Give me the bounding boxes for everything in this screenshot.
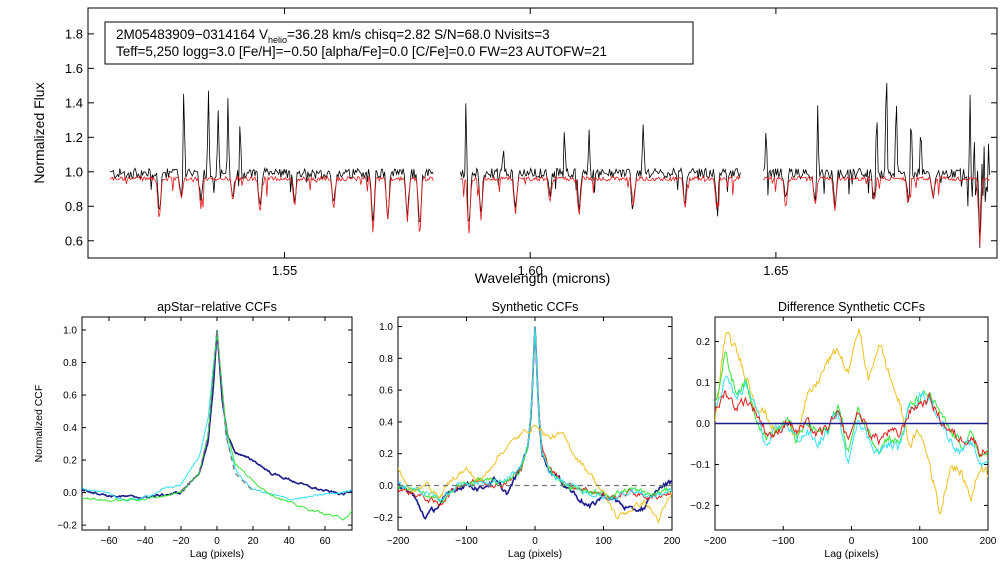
y-tick-label: 0.0 (63, 488, 77, 499)
y-tick-label: 0.8 (65, 199, 83, 214)
y-tick-label: 1.4 (65, 95, 83, 110)
header-part: 2M05483909−0314164 V (116, 27, 268, 42)
series-line-cyan (82, 329, 352, 502)
x-tick-label: −20 (173, 536, 190, 547)
panel-title: Synthetic CCFs (492, 300, 579, 314)
series-line-red (715, 390, 988, 458)
y-tick-label: 0.0 (379, 481, 393, 492)
y-tick-label: 0.0 (696, 419, 710, 430)
model-spectrum-line (460, 175, 741, 234)
x-tick-label: 40 (283, 536, 295, 547)
model-spectrum-line (763, 175, 990, 246)
observed-spectrum-line (763, 82, 990, 248)
spectrum-panel: 1.55 1.60 1.65 0.6 0.8 1.0 1.2 1.4 1.6 1.8 2M05483… (31, 7, 998, 286)
series-line-cyan (398, 326, 672, 502)
series-line-green (82, 329, 352, 521)
x-tick-label: 0 (849, 536, 855, 547)
x-axis-label: Lag (pixels) (824, 548, 878, 560)
y-tick-label: 0.2 (63, 456, 77, 467)
y-tick-label: 0.2 (696, 337, 710, 348)
x-tick-label: 1.55 (272, 263, 297, 278)
synthetic-ccf-panel: −200 −100 0 100 200 −0.2 0.0 0.2 0.4 0.6 0.8 1.0 Syn… (373, 300, 681, 560)
x-tick-label: 0 (532, 536, 538, 547)
series-line-orange (715, 328, 988, 516)
y-tick-label: −0.1 (690, 460, 710, 471)
x-axis-label: Lag (pixels) (508, 548, 562, 560)
apstar-ccf-panel: −60 −40 −20 0 20 40 60 −0.2 0.0 0.2 0.4 0.6 0.8 1.0 ap… (33, 300, 353, 560)
series-line-navy (82, 329, 352, 500)
header-subscript: helio (268, 35, 287, 45)
panel-title: apStar−relative CCFs (157, 300, 277, 314)
x-tick-label: 100 (595, 536, 612, 547)
y-tick-label: 1.2 (65, 130, 83, 145)
x-tick-label: 100 (911, 536, 928, 547)
x-tick-label: −200 (387, 536, 410, 547)
y-tick-label: −0.2 (373, 513, 393, 524)
y-tick-label: 1.0 (379, 322, 393, 333)
y-tick-label: 1.8 (65, 26, 83, 41)
panel-title: Difference Synthetic CCFs (778, 300, 925, 314)
series-line-cyan (715, 375, 988, 468)
y-tick-label: 0.8 (379, 354, 393, 365)
y-tick-label: 0.8 (63, 358, 77, 369)
x-tick-label: −40 (137, 536, 154, 547)
x-tick-label: −100 (455, 536, 478, 547)
x-tick-label: 20 (247, 536, 259, 547)
x-axis-label: Wavelength (microns) (475, 270, 611, 286)
plot-frame (87, 7, 998, 259)
x-tick-label: 1.60 (518, 263, 543, 278)
series-line-red (398, 326, 672, 507)
series-line-orange (398, 424, 672, 525)
observed-spectrum-line (460, 103, 741, 221)
y-tick-label: 0.6 (379, 386, 393, 397)
x-tick-label: 200 (664, 536, 681, 547)
header-line-1: 2M05483909−0314164 Vhelio=36.28 km/s chi… (116, 27, 550, 45)
x-tick-label: −60 (101, 536, 118, 547)
plot-frame (81, 316, 353, 531)
x-axis-label: Lag (pixels) (190, 548, 244, 560)
y-tick-label: 1.0 (65, 164, 83, 179)
y-tick-label: −0.2 (690, 501, 710, 512)
header-box (104, 21, 694, 65)
difference-ccf-panel: −200 −100 0 100 200 −0.2 −0.1 0.0 0.1 0.2 Differen… (690, 300, 997, 560)
y-tick-label: 0.6 (63, 391, 77, 402)
x-tick-label: 60 (319, 536, 331, 547)
header-part: =36.28 km/s chisq=2.82 S/N=68.0 Nvisits=… (287, 27, 550, 42)
y-tick-label: 1.0 (63, 326, 77, 337)
x-tick-label: 0 (214, 536, 220, 547)
header-line-2: Teff=5,250 logg=3.0 [Fe/H]=−0.50 [alpha/… (116, 44, 607, 59)
y-tick-label: 0.6 (65, 233, 83, 248)
y-tick-label: 0.4 (379, 417, 393, 428)
model-spectrum-line (109, 175, 434, 233)
x-tick-label: 200 (980, 536, 997, 547)
y-tick-label: 0.2 (379, 449, 393, 460)
y-tick-label: −0.2 (57, 521, 77, 532)
x-tick-label: −200 (704, 536, 727, 547)
observed-spectrum-line (110, 90, 434, 223)
series-line-green (715, 350, 988, 459)
x-tick-label: 1.65 (763, 263, 788, 278)
y-axis-label: Normalized Flux (31, 82, 47, 183)
x-tick-label: −100 (772, 536, 795, 547)
y-axis-label: Normalized CCF (33, 385, 45, 463)
series-line-green (398, 326, 672, 504)
y-tick-label: 0.1 (696, 378, 710, 389)
y-tick-label: 1.6 (65, 61, 83, 76)
y-tick-label: 0.4 (63, 423, 77, 434)
